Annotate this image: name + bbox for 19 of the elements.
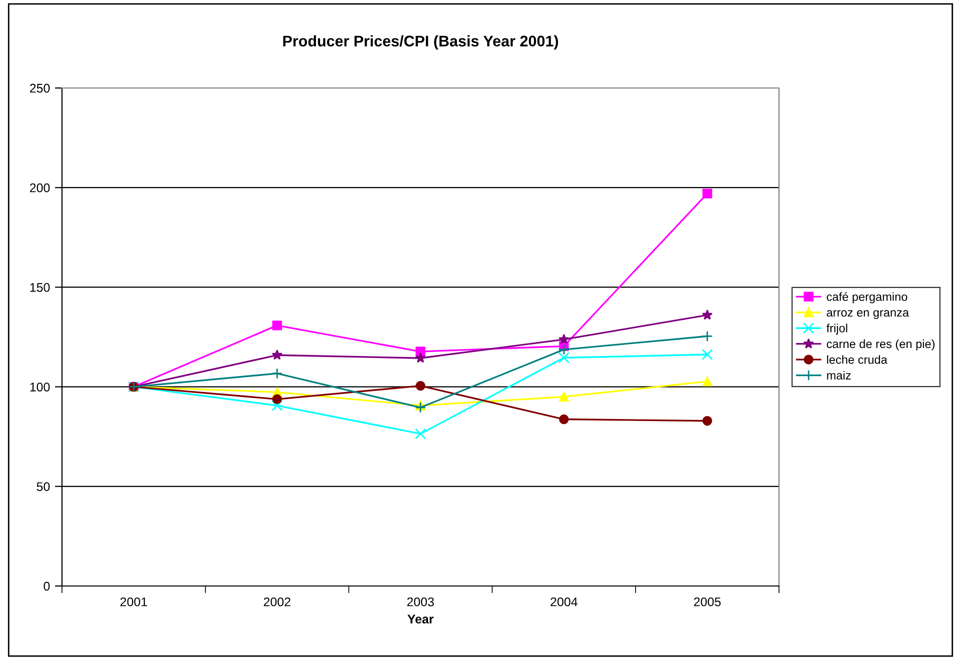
y-tick-label: 50 [36,482,50,492]
x-tick-label: 2002 [264,597,290,606]
x-tick-label: 2003 [407,597,434,606]
legend-label: maiz [827,370,851,380]
y-tick-label: 200 [30,183,50,192]
y-tick-label: 100 [30,382,50,392]
y-tick-label: 0 [44,582,50,591]
legend-label: leche cruda [827,355,888,364]
x-tick-label: 2004 [550,597,578,606]
x-tick-label: 2005 [694,597,721,606]
x-tick-label: 2001 [120,597,147,606]
chart-title: Producer Prices/CPI (Basis Year 2001) [283,35,558,50]
y-tick-label: 150 [30,283,50,292]
legend-label: arroz en granza [826,310,909,319]
x-axis-title: Year [408,614,434,624]
legend-label: frijol [826,324,848,335]
legend-label: carne de res (en pie) [826,339,935,350]
y-tick-label: 250 [30,84,50,93]
legend-label: café pergamino [826,292,908,304]
